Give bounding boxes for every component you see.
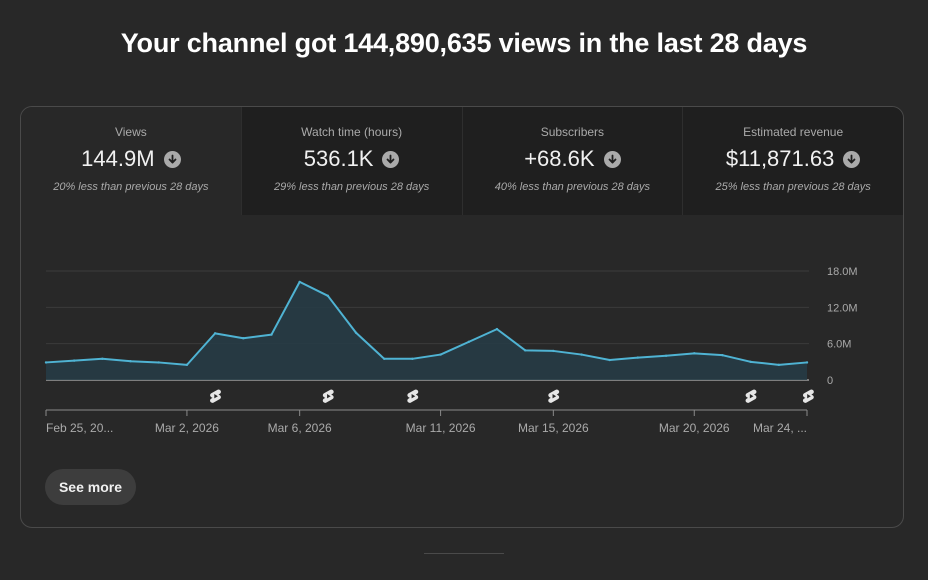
- chart-point: [411, 357, 414, 361]
- shorts-icon[interactable]: [322, 389, 334, 403]
- x-tick-label: Feb 25, 20...: [46, 421, 113, 435]
- arrow-down-circle-icon: [382, 150, 400, 168]
- x-tick-label: Mar 24, ...: [753, 421, 807, 435]
- chart-point: [298, 280, 301, 284]
- chart-point: [467, 340, 470, 344]
- tab-value: $11,871.63: [725, 146, 835, 171]
- tab-label: Estimated revenue: [743, 125, 844, 139]
- page-headline: Your channel got 144,890,635 views in th…: [120, 28, 808, 58]
- chart-point: [101, 357, 104, 361]
- chart-series-line: [45, 280, 808, 366]
- chart-point: [721, 353, 724, 357]
- arrow-down-circle-icon: [603, 150, 621, 168]
- analytics-card: Views 144.9M 20% less than previous 28 d…: [20, 106, 904, 528]
- chart-point: [157, 361, 160, 364]
- chart-point: [805, 361, 809, 364]
- tab-comparison: 20% less than previous 28 days: [53, 181, 209, 193]
- chart-point: [270, 333, 273, 336]
- tab-subscribers[interactable]: Subscribers +68.6K 40% less than previou…: [461, 107, 683, 215]
- chart-point: [636, 356, 640, 359]
- x-tick-label: Mar 6, 2026: [268, 421, 332, 435]
- chart-point: [552, 349, 555, 353]
- tab-views[interactable]: Views 144.9M 20% less than previous 28 d…: [21, 107, 241, 215]
- chart-point: [383, 357, 386, 361]
- views-chart: 18.0M 12.0M 6.0M 0 Feb 25, 20... Mar 2, 2026 M…: [44, 266, 858, 435]
- chart-point: [354, 331, 358, 334]
- chart-point: [185, 363, 189, 367]
- tab-comparison: 29% less than previous 28 days: [273, 181, 430, 193]
- tab-comparison: 25% less than previous 28 days: [715, 181, 871, 193]
- chart-point: [664, 354, 668, 357]
- x-tick-label: Mar 2, 2026: [155, 421, 219, 435]
- tab-value: 144.9M: [81, 146, 155, 171]
- x-tick-label: Mar 11, 2026: [406, 421, 476, 435]
- y-tick-label: 0: [827, 375, 833, 387]
- chart-point: [129, 360, 132, 363]
- see-more-button[interactable]: See more: [45, 469, 136, 505]
- chart-point: [693, 352, 696, 355]
- x-tick-label: Mar 15, 2026: [518, 421, 589, 435]
- y-tick-label: 18.0M: [827, 266, 858, 278]
- shorts-icon[interactable]: [802, 389, 814, 403]
- chart-point: [777, 363, 781, 367]
- chart-point: [242, 337, 245, 340]
- tab-value: +68.6K: [524, 146, 595, 171]
- tab-comparison: 40% less than previous 28 days: [494, 181, 651, 193]
- chart-point: [495, 327, 499, 331]
- arrow-down-circle-icon: [163, 150, 181, 168]
- chart-point: [213, 332, 217, 335]
- chart-point: [749, 360, 752, 364]
- x-tick-label: Mar 20, 2026: [659, 421, 730, 435]
- tab-value: 536.1K: [303, 146, 374, 171]
- y-tick-label: 12.0M: [827, 302, 858, 314]
- chart-point: [580, 353, 583, 356]
- shorts-icon[interactable]: [407, 389, 419, 403]
- chart-point: [523, 349, 527, 352]
- chart-point: [72, 359, 76, 362]
- chart-point: [326, 294, 330, 298]
- shorts-icon[interactable]: [548, 389, 560, 403]
- tab-label: Views: [114, 125, 147, 139]
- chart-point: [439, 353, 442, 356]
- tab-watch-time[interactable]: Watch time (hours) 536.1K 29% less than …: [240, 107, 462, 215]
- metric-tabs: Views 144.9M 20% less than previous 28 d…: [21, 107, 903, 215]
- tab-label: Subscribers: [540, 125, 605, 139]
- y-tick-label: 6.0M: [827, 339, 851, 351]
- chart-point: [44, 361, 48, 364]
- arrow-down-circle-icon: [843, 150, 861, 168]
- shorts-icon[interactable]: [210, 389, 221, 403]
- chart-point: [608, 358, 611, 362]
- chart-area-fill: [46, 281, 807, 380]
- divider: [424, 553, 504, 554]
- tab-estimated-revenue[interactable]: Estimated revenue $11,871.63 25% less th…: [682, 107, 903, 215]
- shorts-icon[interactable]: [745, 389, 757, 403]
- tab-label: Watch time (hours): [301, 125, 403, 139]
